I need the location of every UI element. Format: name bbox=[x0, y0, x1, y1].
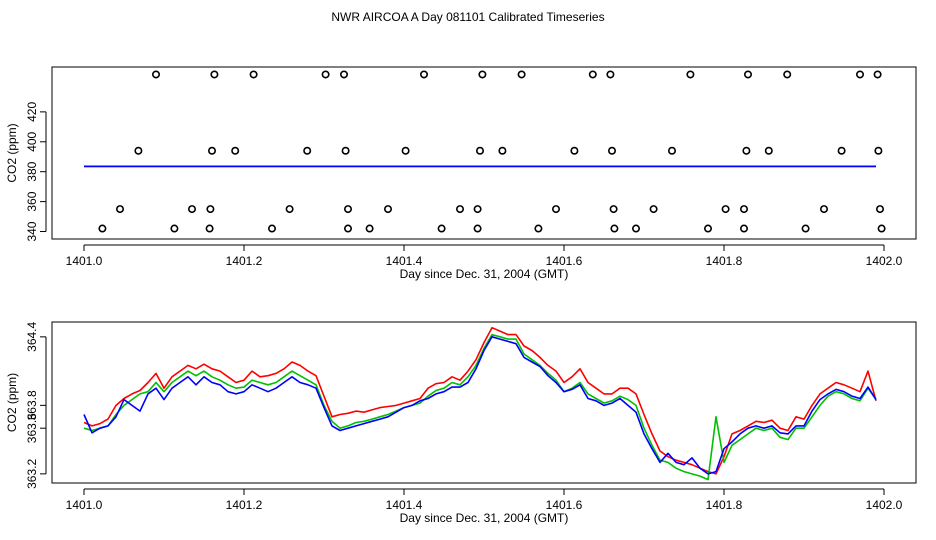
y-tick-label-top: 420 bbox=[25, 102, 39, 122]
data-point bbox=[739, 205, 748, 214]
data-point bbox=[703, 224, 712, 233]
x-tick-label-top: 1401.4 bbox=[386, 254, 423, 268]
series-line-bottom-0 bbox=[83, 326, 877, 475]
data-point bbox=[205, 224, 214, 233]
data-point bbox=[341, 146, 350, 155]
data-point bbox=[401, 146, 410, 155]
data-point bbox=[570, 146, 579, 155]
data-point bbox=[321, 70, 330, 79]
x-tick-label-bottom: 1401.2 bbox=[226, 498, 263, 512]
x-tick-label-bottom: 1401.8 bbox=[706, 498, 743, 512]
data-point bbox=[303, 146, 312, 155]
data-point bbox=[819, 205, 828, 214]
data-point bbox=[98, 224, 107, 233]
y-tick-label-bottom: 363.2 bbox=[25, 459, 39, 489]
data-point bbox=[419, 70, 428, 79]
y-tick-label-top: 360 bbox=[25, 191, 39, 211]
data-point bbox=[208, 146, 217, 155]
data-point bbox=[764, 146, 773, 155]
y-axis-title-bottom: CO2 (ppm) bbox=[5, 373, 19, 432]
series-line-bottom-2 bbox=[83, 335, 877, 475]
data-point bbox=[116, 205, 125, 214]
x-tick-label-bottom: 1401.6 bbox=[546, 498, 583, 512]
data-point bbox=[873, 70, 882, 79]
data-point bbox=[478, 70, 487, 79]
data-point bbox=[874, 146, 883, 155]
data-point bbox=[607, 146, 616, 155]
data-point bbox=[473, 224, 482, 233]
data-point bbox=[437, 224, 446, 233]
y-tick-label-bottom: 363.8 bbox=[25, 390, 39, 420]
y-tick-label-top: 400 bbox=[25, 131, 39, 151]
data-point bbox=[875, 205, 884, 214]
data-point bbox=[551, 205, 560, 214]
data-point bbox=[152, 70, 161, 79]
data-point bbox=[783, 70, 792, 79]
data-point bbox=[837, 146, 846, 155]
data-point bbox=[343, 205, 352, 214]
y-tick-label-bottom: 363.6 bbox=[25, 413, 39, 443]
data-point bbox=[649, 205, 658, 214]
data-point bbox=[473, 205, 482, 214]
data-point bbox=[383, 205, 392, 214]
x-tick-label-bottom: 1401.4 bbox=[386, 498, 423, 512]
x-tick-label-top: 1401.0 bbox=[66, 254, 103, 268]
data-point bbox=[606, 70, 615, 79]
x-tick-label-bottom: 1402.0 bbox=[866, 498, 903, 512]
y-tick-label-bottom: 364.4 bbox=[25, 322, 39, 352]
data-point bbox=[170, 224, 179, 233]
data-point bbox=[455, 205, 464, 214]
data-point bbox=[609, 205, 618, 214]
data-point bbox=[231, 146, 240, 155]
data-point bbox=[249, 70, 258, 79]
data-point bbox=[801, 224, 810, 233]
y-axis-title-top: CO2 (ppm) bbox=[5, 123, 19, 182]
data-point bbox=[686, 70, 695, 79]
plot-frame-bottom bbox=[51, 321, 917, 484]
x-tick-label-top: 1402.0 bbox=[866, 254, 903, 268]
data-point bbox=[267, 224, 276, 233]
data-point bbox=[475, 146, 484, 155]
page-title: NWR AIRCOA A Day 081101 Calibrated Times… bbox=[331, 10, 605, 24]
data-point bbox=[206, 205, 215, 214]
data-point bbox=[188, 205, 197, 214]
data-point bbox=[667, 146, 676, 155]
data-point bbox=[610, 224, 619, 233]
x-tick-label-bottom: 1401.0 bbox=[66, 498, 103, 512]
data-point bbox=[855, 70, 864, 79]
y-tick-label-top: 340 bbox=[25, 221, 39, 241]
data-point bbox=[517, 70, 526, 79]
x-axis-title-bottom: Day since Dec. 31, 2004 (GMT) bbox=[400, 511, 569, 525]
data-point bbox=[134, 146, 143, 155]
data-point bbox=[210, 70, 219, 79]
data-point bbox=[498, 146, 507, 155]
data-point bbox=[743, 70, 752, 79]
x-tick-label-top: 1401.2 bbox=[226, 254, 263, 268]
x-tick-label-top: 1401.8 bbox=[706, 254, 743, 268]
data-point bbox=[721, 205, 730, 214]
data-point bbox=[631, 224, 640, 233]
y-tick-label-top: 380 bbox=[25, 161, 39, 181]
data-point bbox=[365, 224, 374, 233]
series-line-bottom-1 bbox=[83, 333, 877, 481]
data-point bbox=[877, 224, 886, 233]
x-axis-title-top: Day since Dec. 31, 2004 (GMT) bbox=[400, 267, 569, 281]
plot-frame-top bbox=[51, 66, 917, 240]
data-point bbox=[588, 70, 597, 79]
data-point bbox=[285, 205, 294, 214]
data-point bbox=[739, 224, 748, 233]
data-point bbox=[742, 146, 751, 155]
data-point bbox=[534, 224, 543, 233]
data-point bbox=[343, 224, 352, 233]
data-point bbox=[339, 70, 348, 79]
x-tick-label-top: 1401.6 bbox=[546, 254, 583, 268]
